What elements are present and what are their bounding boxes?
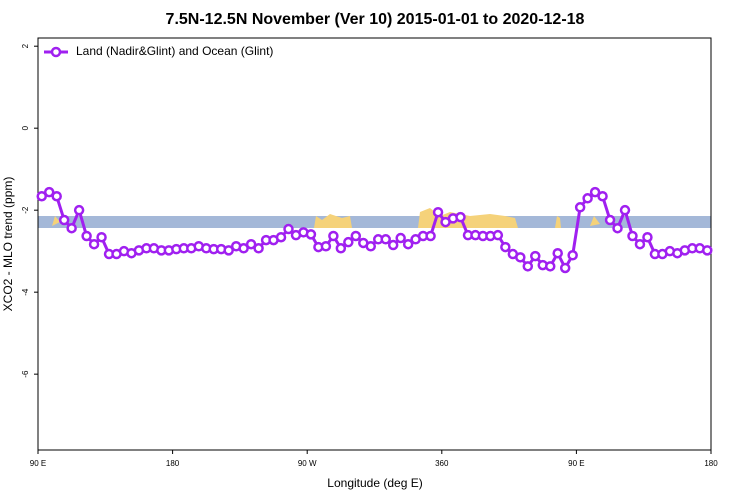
- y-tick-label: -4: [21, 288, 30, 296]
- data-point: [582, 193, 593, 204]
- data-point: [43, 186, 55, 198]
- data-point: [81, 230, 92, 242]
- data-point: [589, 186, 601, 198]
- data-point: [245, 238, 257, 250]
- data-point: [223, 245, 234, 256]
- data-point: [552, 247, 563, 259]
- data-point: [36, 190, 47, 202]
- data-point: [559, 262, 571, 274]
- data-line: [41, 190, 708, 272]
- data-point: [544, 261, 556, 272]
- data-point: [597, 190, 608, 202]
- y-tick-label: -6: [21, 370, 30, 378]
- data-point: [350, 230, 362, 242]
- legend-marker: [50, 46, 62, 58]
- y-tick-label: 0: [21, 125, 30, 130]
- data-point: [530, 250, 541, 262]
- x-tick-label: 90 E: [568, 459, 584, 468]
- plot-frame: [37, 37, 712, 451]
- data-point: [253, 243, 264, 254]
- data-point: [634, 238, 646, 250]
- data-point: [305, 229, 317, 240]
- data-point: [320, 241, 332, 252]
- data-point: [574, 202, 586, 213]
- x-tick-label: 180: [166, 459, 180, 468]
- x-tick-label: 180: [704, 459, 718, 468]
- data-point: [66, 222, 77, 234]
- chart-title: 7.5N-12.5N November (Ver 10) 2015-01-01 …: [166, 11, 585, 28]
- data-point: [380, 234, 391, 245]
- data-point: [500, 241, 511, 253]
- data-point: [96, 231, 107, 243]
- data-point: [567, 250, 578, 261]
- x-axis-label: Longitude (deg E): [327, 476, 422, 490]
- data-point: [51, 190, 62, 202]
- data-point: [387, 239, 399, 251]
- x-tick-label: 90 E: [30, 459, 46, 468]
- data-point: [642, 231, 653, 243]
- x-tick-label: 360: [435, 459, 449, 468]
- data-point: [238, 243, 249, 254]
- data-point: [604, 214, 616, 226]
- data-point: [402, 238, 414, 250]
- data-point: [395, 232, 406, 244]
- data-point: [619, 204, 631, 216]
- data-point: [492, 229, 504, 241]
- data-point: [328, 230, 339, 242]
- data-point: [627, 230, 638, 242]
- data-point: [612, 222, 623, 234]
- y-axis-label: XCO2 - MLO trend (ppm): [1, 177, 15, 312]
- data-point: [365, 241, 377, 252]
- data-point: [283, 223, 294, 235]
- data-point: [455, 211, 466, 223]
- ocean-band: [38, 216, 711, 228]
- y-tick-label: 2: [21, 43, 30, 48]
- data-point: [522, 261, 534, 272]
- data-point: [432, 206, 444, 218]
- data-point: [702, 245, 713, 256]
- legend-label: Land (Nadir&Glint) and Ocean (Glint): [76, 44, 273, 58]
- data-point: [73, 204, 85, 216]
- data-point: [515, 252, 526, 263]
- data-point: [335, 243, 347, 254]
- data-point: [88, 238, 100, 250]
- x-tick-label: 90 W: [298, 459, 317, 468]
- data-point: [343, 236, 354, 248]
- data-point: [425, 230, 436, 242]
- data-point: [275, 231, 287, 243]
- y-tick-label: -2: [21, 206, 30, 214]
- data-point: [58, 214, 70, 226]
